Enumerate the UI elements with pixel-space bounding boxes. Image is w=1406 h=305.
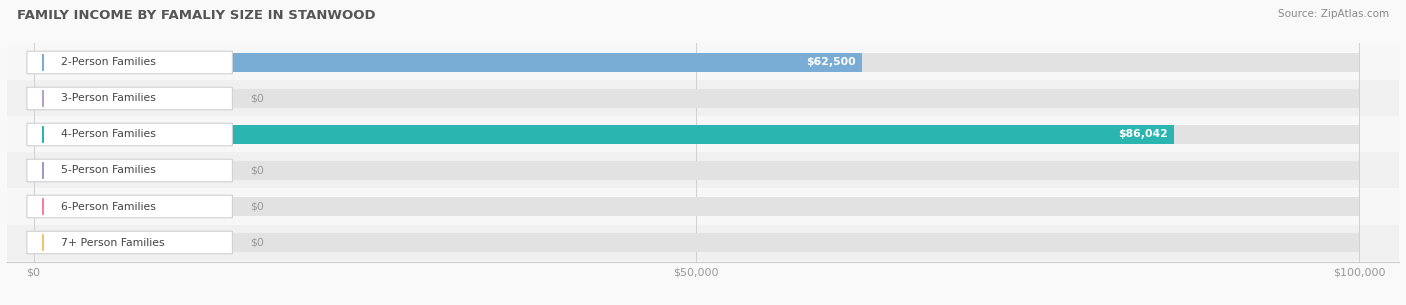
FancyBboxPatch shape: [27, 231, 232, 254]
Text: $86,042: $86,042: [1118, 130, 1167, 139]
Text: $0: $0: [250, 202, 263, 211]
Text: 7+ Person Families: 7+ Person Families: [62, 238, 165, 247]
Bar: [34, 52, 1360, 72]
Bar: [34, 125, 1360, 144]
FancyBboxPatch shape: [27, 51, 232, 74]
Bar: [34, 52, 862, 72]
Text: $0: $0: [250, 94, 263, 103]
Bar: [7, 224, 1399, 260]
FancyBboxPatch shape: [27, 159, 232, 182]
FancyBboxPatch shape: [27, 195, 232, 218]
Bar: [7, 81, 1399, 117]
Text: FAMILY INCOME BY FAMALIY SIZE IN STANWOOD: FAMILY INCOME BY FAMALIY SIZE IN STANWOO…: [17, 9, 375, 22]
Text: 5-Person Families: 5-Person Families: [62, 166, 156, 175]
Bar: [7, 117, 1399, 152]
Text: Source: ZipAtlas.com: Source: ZipAtlas.com: [1278, 9, 1389, 19]
Text: $0: $0: [250, 166, 263, 175]
Text: $0: $0: [250, 238, 263, 247]
Bar: [34, 197, 1360, 217]
Text: 3-Person Families: 3-Person Families: [62, 94, 156, 103]
Bar: [7, 45, 1399, 81]
Text: 2-Person Families: 2-Person Families: [62, 58, 156, 67]
Bar: [7, 152, 1399, 188]
Text: 4-Person Families: 4-Person Families: [62, 130, 156, 139]
Bar: [34, 161, 1360, 180]
Text: 6-Person Families: 6-Person Families: [62, 202, 156, 211]
Bar: [7, 188, 1399, 224]
Bar: [34, 88, 1360, 108]
Bar: [34, 233, 1360, 253]
Text: $62,500: $62,500: [806, 58, 855, 67]
Bar: [34, 125, 1174, 144]
FancyBboxPatch shape: [27, 87, 232, 110]
FancyBboxPatch shape: [27, 123, 232, 146]
